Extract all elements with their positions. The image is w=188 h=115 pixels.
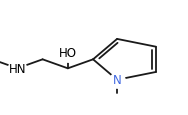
Text: HN: HN xyxy=(9,62,26,75)
Text: N: N xyxy=(113,74,121,86)
Text: HO: HO xyxy=(59,46,77,59)
